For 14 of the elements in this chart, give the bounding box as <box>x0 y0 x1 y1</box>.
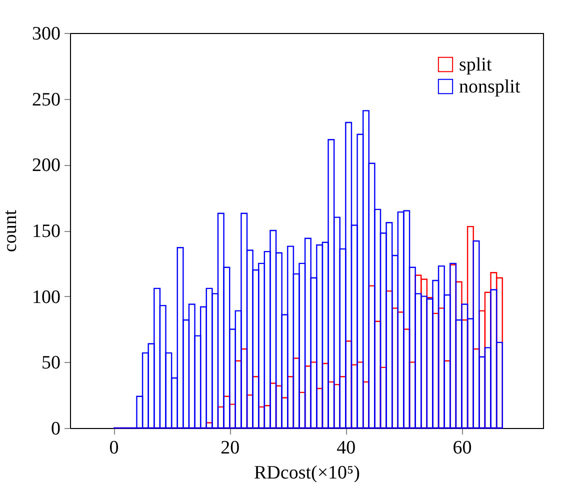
x-tick-label: 40 <box>336 438 356 458</box>
x-tick-label: 20 <box>220 438 240 458</box>
y-tick-label: 300 <box>32 24 60 44</box>
y-tick-label: 100 <box>32 286 60 308</box>
y-tick-label: 0 <box>51 418 60 440</box>
y-tick-label: 200 <box>32 155 60 176</box>
legend-label: nonsplit <box>459 76 521 98</box>
x-tick-label: 60 <box>452 438 472 458</box>
y-tick-label: 50 <box>42 352 60 374</box>
x-tick-label: 0 <box>109 438 119 458</box>
y-tick-label: 250 <box>32 89 60 110</box>
y-axis-title: count <box>0 209 21 252</box>
y-tick-label: 150 <box>32 221 60 242</box>
legend-label: split <box>459 54 492 76</box>
